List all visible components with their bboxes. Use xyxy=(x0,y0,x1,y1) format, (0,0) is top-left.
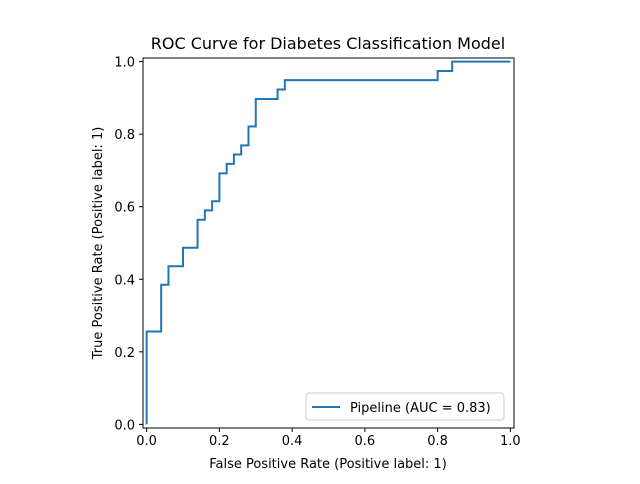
x-tick-label: 0.2 xyxy=(209,434,230,449)
chart-title: ROC Curve for Diabetes Classification Mo… xyxy=(151,34,505,53)
y-axis-label: True Positive Rate (Positive label: 1) xyxy=(91,127,106,361)
series-layer xyxy=(145,60,511,425)
x-axis-label: False Positive Rate (Positive label: 1) xyxy=(209,457,447,472)
x-tick-label: 0.6 xyxy=(355,434,376,449)
x-tick-label: 0.4 xyxy=(282,434,303,449)
y-tick-label: 0.8 xyxy=(114,128,135,143)
roc-curve-line xyxy=(145,60,511,425)
y-tick-label: 0.0 xyxy=(114,418,135,433)
legend-label: Pipeline (AUC = 0.83) xyxy=(350,401,491,416)
y-tick-label: 1.0 xyxy=(114,56,135,71)
y-tick-label: 0.4 xyxy=(114,273,135,288)
legend: Pipeline (AUC = 0.83) xyxy=(305,392,505,421)
x-tick-label: 1.0 xyxy=(500,434,521,449)
axes: 0.0 0.2 0.4 0.6 0.8 1.0 0.0 0.2 0.4 0.6 0.8 1.0 xyxy=(114,56,520,449)
legend-box xyxy=(305,392,505,421)
x-tick-label: 0.0 xyxy=(136,434,157,449)
x-tick-label: 0.8 xyxy=(427,434,448,449)
axes-frame xyxy=(142,57,515,429)
y-tick-label: 0.2 xyxy=(114,346,135,361)
y-tick-label: 0.6 xyxy=(114,201,135,216)
